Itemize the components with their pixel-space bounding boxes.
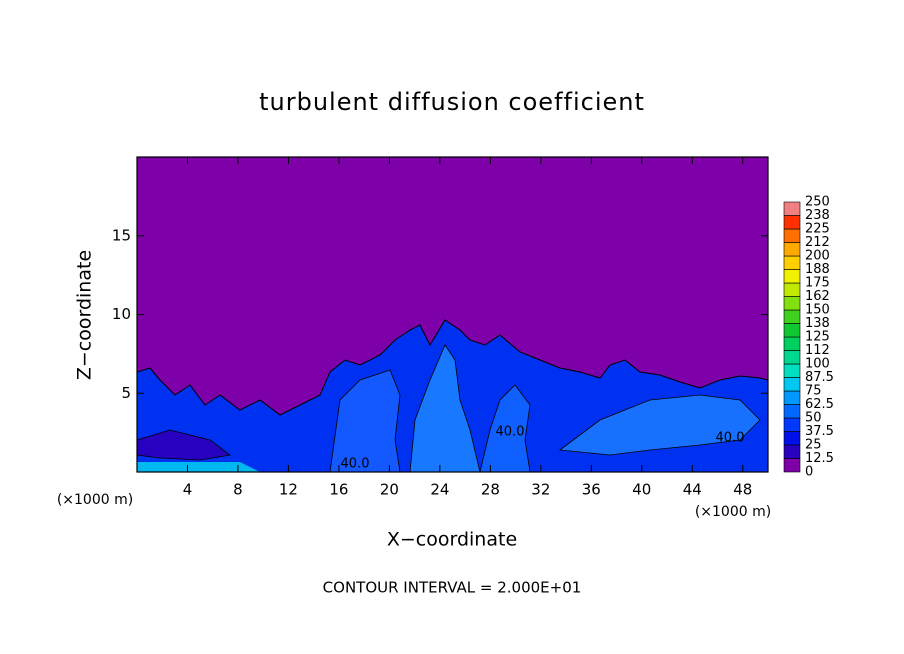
contour-label: 40.0 [341, 457, 370, 472]
colorbar-label: 238 [805, 208, 830, 223]
colorbar-bin [783, 309, 801, 324]
contour-field [136, 157, 769, 473]
turbulent-core [329, 369, 401, 473]
colorbar-label: 250 [805, 195, 830, 210]
turbulent-core [479, 384, 531, 473]
colorbar-bin [783, 404, 801, 419]
x-tick-label: 40 [632, 481, 651, 499]
colorbar-label: 100 [805, 357, 830, 372]
colorbar-label: 138 [805, 316, 830, 331]
colorbar-label: 25 [805, 438, 822, 453]
y-tick-label: 10 [112, 305, 131, 323]
colorbar-bin [783, 444, 801, 459]
y-tick-label: 5 [121, 384, 131, 402]
x-tick-label: 24 [430, 481, 449, 499]
colorbar-label: 188 [805, 262, 830, 277]
x-unit-label: (×1000 m) [695, 504, 771, 520]
y-tick-label: 15 [112, 226, 131, 244]
turbulent-core [409, 344, 481, 473]
contour-label: 40.0 [716, 431, 745, 446]
colorbar-label: 0 [805, 465, 813, 480]
colorbar-bin [783, 255, 801, 270]
colorbar-bin [783, 363, 801, 378]
colorbar-label: 87.5 [805, 370, 834, 385]
colorbar-bin [783, 390, 801, 405]
colorbar-label: 50 [805, 411, 822, 426]
colorbar-label: 225 [805, 222, 830, 237]
colorbar-label: 200 [805, 249, 830, 264]
colorbar-bin [783, 350, 801, 365]
colorbar-bin [783, 228, 801, 243]
colorbar-label: 162 [805, 289, 830, 304]
x-tick-label: 16 [329, 481, 348, 499]
surface-layer [137, 462, 260, 472]
colorbar-bin [783, 282, 801, 297]
colorbar-bin [783, 417, 801, 432]
colorbar-bin [783, 458, 801, 473]
colorbar-bin [783, 336, 801, 351]
x-tick-label: 36 [582, 481, 601, 499]
x-tick-label: 28 [481, 481, 500, 499]
colorbar-label: 125 [805, 330, 830, 345]
colorbar-bin [783, 242, 801, 257]
x-tick-label: 48 [733, 481, 752, 499]
colorbar-label: 212 [805, 235, 830, 250]
x-tick-label: 4 [183, 481, 193, 499]
colorbar-label: 150 [805, 303, 830, 318]
colorbar-bin [783, 323, 801, 338]
x-tick-label: 12 [279, 481, 298, 499]
chart-title: turbulent diffusion coefficient [259, 88, 645, 116]
colorbar-bin [783, 201, 801, 216]
y-unit-label: (×1000 m) [57, 492, 133, 508]
colorbar-label: 37.5 [805, 424, 834, 439]
colorbar-bin [783, 269, 801, 284]
colorbar-label: 12.5 [805, 451, 834, 466]
x-tick-label: 20 [380, 481, 399, 499]
turbulent-core [136, 429, 231, 461]
annotation: CONTOUR INTERVAL = 2.000E+01 [323, 579, 582, 597]
colorbar-bin [783, 296, 801, 311]
x-tick-label: 32 [531, 481, 550, 499]
colorbar-label: 112 [805, 343, 830, 358]
x-tick-label: 8 [233, 481, 243, 499]
x-axis-label: X−coordinate [387, 529, 517, 551]
colorbar-bin [783, 215, 801, 230]
turbulent-core [558, 394, 761, 456]
x-tick-label: 44 [683, 481, 702, 499]
y-axis-label: Z−coordinate [74, 250, 96, 380]
colorbar-bin [783, 377, 801, 392]
contour-label: 40.0 [496, 425, 525, 440]
colorbar-label: 75 [805, 384, 822, 399]
colorbar-label: 175 [805, 276, 830, 291]
colorbar-bin [783, 431, 801, 446]
colorbar-label: 62.5 [805, 397, 834, 412]
